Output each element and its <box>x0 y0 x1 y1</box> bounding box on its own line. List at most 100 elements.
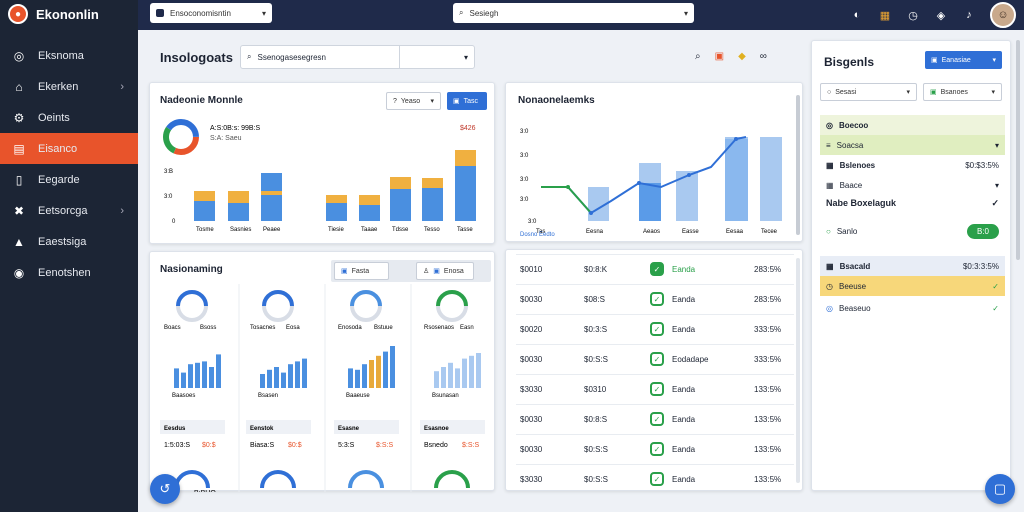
fab-right[interactable]: ▢ <box>985 474 1015 504</box>
bell-icon[interactable]: ♪ <box>966 9 972 21</box>
check-icon[interactable]: ✓ <box>650 352 664 366</box>
top-select[interactable]: Ensoconomisntin ▾ <box>150 3 272 23</box>
kpi-badge-bg <box>160 420 225 434</box>
xtick: Easse <box>682 229 699 235</box>
table-row[interactable]: $0030 $0:8:S ✓ Eanda 133:5% <box>516 404 794 433</box>
clock-icon: ◷ <box>826 281 833 291</box>
check-icon[interactable]: ✓ <box>650 322 664 336</box>
table-row[interactable]: $3030 $0310 ✓ Eanda 133:5% <box>516 374 794 403</box>
circle-icon: ○ <box>827 88 832 96</box>
shield-icon[interactable]: ◐ <box>853 9 861 21</box>
sidebar-item-4[interactable]: ▯ Eegarde <box>0 164 138 195</box>
table-row[interactable]: $3030 $0:S:S ✓ Eanda 133:5% <box>516 464 794 493</box>
header-search[interactable]: ⌕ Ssenogasesegresn ▾ <box>240 45 475 69</box>
mini-bar <box>376 355 381 388</box>
table-row[interactable]: $0020 $0:3:S ✓ Eanda 333:5% <box>516 314 794 343</box>
kpi-label: Boacs <box>164 325 181 331</box>
table-row[interactable]: $0010 $0:8:K ✓ Eanda 283:5% <box>516 254 794 283</box>
check-icon: ✓ <box>992 303 999 313</box>
check-icon[interactable]: ✓ <box>650 382 664 396</box>
scrollbar[interactable] <box>796 95 800 235</box>
check-icon[interactable]: ✓ <box>650 442 664 456</box>
page-scrollbar[interactable] <box>1016 40 1020 260</box>
cell-d: 283:5% <box>754 264 782 274</box>
cross-icon: ✖ <box>13 203 25 218</box>
check-icon[interactable]: ✓ <box>650 472 664 486</box>
section-header: Nabe Boxelaguk ✓ <box>820 193 1005 213</box>
menu-icon[interactable]: ∞ <box>759 51 767 62</box>
bar <box>422 188 443 221</box>
panel-select-2[interactable]: ▣ Bsanoes ▾ <box>923 83 1002 101</box>
xtick: Tiesie <box>328 227 344 233</box>
bar <box>639 183 661 221</box>
chevron-down-icon: ▾ <box>991 89 995 96</box>
sidebar-item-label: Eegarde <box>38 173 80 186</box>
check-icon[interactable]: ✓ <box>650 262 664 276</box>
toggle-button[interactable]: B:0 <box>966 223 999 239</box>
fab-left[interactable]: ↺ <box>150 474 180 504</box>
mini-bar <box>302 358 307 388</box>
panel-row[interactable]: ≡ Soacsa ▾ <box>820 135 1005 155</box>
sidebar-nav: ◎ Eksnoma ⌂ Ekerken › ⚙ Oeints ▤ Eisanco ▯ Eeg… <box>0 40 138 288</box>
sidebar-item-label: Eetsorcga <box>38 204 88 217</box>
top-search[interactable]: ⌕ Sesiegh ▾ <box>453 3 694 23</box>
filter-icon: ? <box>393 97 397 105</box>
gauge-arc <box>262 290 294 307</box>
mini-bar <box>369 360 374 388</box>
sidebar-item-2[interactable]: ⚙ Oeints <box>0 102 138 133</box>
kpi-delta: $:S:S <box>376 442 393 449</box>
sidebar-item-3[interactable]: ▤ Eisanco <box>0 133 138 164</box>
toolbar-button-2[interactable]: ♙ ▣ Enosa <box>416 262 474 280</box>
cell-c: Eanda <box>672 444 696 454</box>
panel-row[interactable]: ▦ Bslenoes $0:$3:5% <box>820 155 1005 175</box>
chevron-down-icon: ▾ <box>906 89 910 96</box>
folder-icon[interactable]: ▦ <box>879 9 891 22</box>
cell-a: $0030 <box>520 414 543 424</box>
panel-row[interactable]: ▦ Baace ▾ <box>820 175 1005 195</box>
alert-icon[interactable]: ▣ <box>714 51 725 62</box>
sidebar-item-7[interactable]: ◉ Eenotshen <box>0 257 138 288</box>
compass-icon[interactable]: ◈ <box>936 9 946 22</box>
kpi-label: Tosacnes <box>250 325 275 331</box>
ytick: 3:0 <box>520 153 529 159</box>
toolbar-button-1[interactable]: ▣ Fasta <box>334 262 389 280</box>
scrollbar[interactable] <box>796 258 800 483</box>
clock-icon[interactable]: ◷ <box>908 9 918 22</box>
check-icon[interactable]: ✓ <box>650 412 664 426</box>
row-label: Baace <box>839 180 863 190</box>
sidebar-item-5[interactable]: ✖ Eetsorcga › <box>0 195 138 226</box>
panel-row[interactable]: ◷ Beeuse ✓ <box>820 276 1005 296</box>
table-row[interactable]: $0030 $0:S:S ✓ Eodadape 333:5% <box>516 344 794 373</box>
action-button[interactable]: ▣ Tasc <box>447 92 487 110</box>
panel-select-1[interactable]: ○ Sesasi ▾ <box>820 83 917 101</box>
sidebar-item-6[interactable]: ▲ Eaestsiga <box>0 226 138 257</box>
line-point <box>566 185 570 189</box>
panel-button[interactable]: ▣ Eanasiae ▾ <box>925 51 1002 69</box>
panel-row[interactable]: ◎ Beaseuo ✓ <box>820 298 1005 318</box>
search-icon[interactable]: ⌕ <box>695 51 701 62</box>
sidebar-item-1[interactable]: ⌂ Ekerken › <box>0 71 138 102</box>
cell-d: 283:5% <box>754 294 782 304</box>
filter-select[interactable]: ? Yeaso ▾ <box>386 92 441 110</box>
bar-segment <box>359 195 380 205</box>
card-table: $0010 $0:8:K ✓ Eanda 283:5% $0030 $08:S ✓… <box>505 249 803 491</box>
bar <box>455 166 476 221</box>
table-row[interactable]: $0030 $0:S:S ✓ Eanda 133:5% <box>516 434 794 463</box>
sidebar-item-0[interactable]: ◎ Eksnoma <box>0 40 138 71</box>
table-row[interactable]: $0030 $08:S ✓ Eanda 283:5% <box>516 284 794 313</box>
bar-segment <box>228 191 249 203</box>
check-icon[interactable]: ✓ <box>650 292 664 306</box>
cell-b: $0:8:K <box>584 264 608 274</box>
section-header: ▦ Bsacald $0:3:3:5% <box>820 256 1005 276</box>
top-search-input[interactable]: Sesiegh <box>469 8 499 18</box>
tag-icon[interactable]: ◆ <box>738 51 746 62</box>
chevron-right-icon: › <box>120 80 124 93</box>
wrench-icon: ⚙ <box>13 110 25 125</box>
brand[interactable]: ● Ekononlin <box>8 4 99 24</box>
app-name: Ekononlin <box>36 6 99 22</box>
mini-bar <box>441 367 446 388</box>
header-search-input[interactable]: Ssenogasesegresn <box>257 52 326 62</box>
avatar[interactable]: ☺ <box>990 2 1016 28</box>
kpi-badge: Esasnoe <box>424 426 449 432</box>
panel-row[interactable]: ○ Sanlo B:0 <box>820 221 1005 241</box>
